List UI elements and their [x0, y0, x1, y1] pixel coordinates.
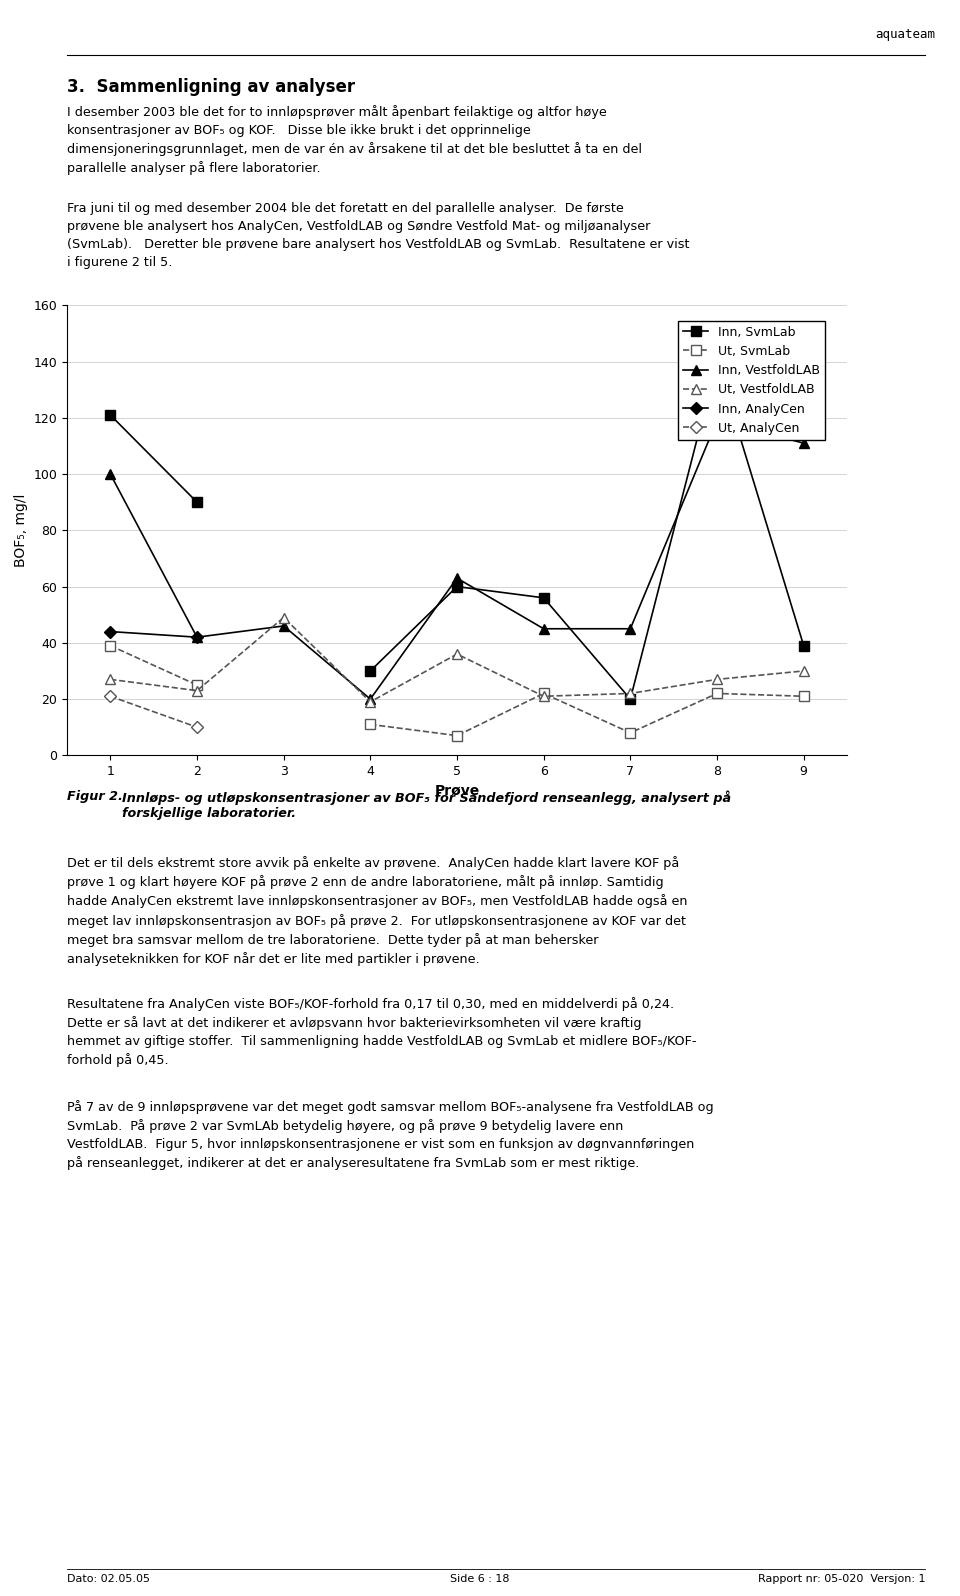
Inn, VestfoldLAB [365, 689, 376, 709]
Line: Inn, AnalyCen: Inn, AnalyCen [107, 627, 202, 642]
Inn, VestfoldLAB [191, 627, 203, 646]
Ut, VestfoldLAB [191, 681, 203, 701]
Ut, SvmLab [191, 675, 203, 694]
Inn, SvmLab [625, 689, 636, 709]
Ut, AnalyCen [105, 686, 116, 705]
Text: Innløps- og utløpskonsentrasjoner av BOF₅ for Sandefjord renseanlegg, analysert : Innløps- og utløpskonsentrasjoner av BOF… [122, 790, 732, 820]
Inn, VestfoldLAB [277, 616, 289, 635]
Ut, VestfoldLAB [711, 670, 723, 689]
Ut, VestfoldLAB [798, 661, 809, 680]
Inn, SvmLab [191, 493, 203, 512]
Ut, VestfoldLAB [365, 693, 376, 712]
Inn, SvmLab [451, 578, 463, 597]
Ut, VestfoldLAB [538, 686, 549, 705]
X-axis label: Prøve: Prøve [434, 784, 480, 798]
Inn, VestfoldLAB [538, 619, 549, 638]
Ut, SvmLab [798, 686, 809, 705]
Ut, VestfoldLAB [451, 645, 463, 664]
Ut, SvmLab [711, 683, 723, 702]
Ut, SvmLab [538, 683, 549, 702]
Line: Ut, SvmLab: Ut, SvmLab [106, 640, 808, 741]
Ut, AnalyCen [191, 718, 203, 737]
Text: På 7 av de 9 innløpsprøvene var det meget godt samsvar mellom BOF₅-analysene fra: På 7 av de 9 innløpsprøvene var det mege… [67, 1100, 713, 1170]
Y-axis label: BOF₅, mg/l: BOF₅, mg/l [13, 493, 28, 567]
Ut, VestfoldLAB [277, 608, 289, 627]
Inn, AnalyCen [191, 627, 203, 646]
Text: 3.  Sammenligning av analyser: 3. Sammenligning av analyser [67, 78, 355, 96]
Inn, VestfoldLAB [625, 619, 636, 638]
Text: Fra juni til og med desember 2004 ble det foretatt en del parallelle analyser.  : Fra juni til og med desember 2004 ble de… [67, 203, 689, 268]
Inn, VestfoldLAB [105, 464, 116, 484]
Ut, SvmLab [105, 637, 116, 656]
Inn, SvmLab [365, 661, 376, 680]
Text: Side 6 : 18: Side 6 : 18 [450, 1574, 510, 1583]
Legend: Inn, SvmLab, Ut, SvmLab, Inn, VestfoldLAB, Ut, VestfoldLAB, Inn, AnalyCen, Ut, A: Inn, SvmLab, Ut, SvmLab, Inn, VestfoldLA… [678, 321, 826, 440]
Inn, VestfoldLAB [798, 434, 809, 453]
Inn, SvmLab [798, 637, 809, 656]
Text: Resultatene fra AnalyCen viste BOF₅/KOF-forhold fra 0,17 til 0,30, med en middel: Resultatene fra AnalyCen viste BOF₅/KOF-… [67, 996, 697, 1066]
Ut, VestfoldLAB [105, 670, 116, 689]
Ut, SvmLab [365, 715, 376, 734]
Text: Det er til dels ekstremt store avvik på enkelte av prøvene.  AnalyCen hadde klar: Det er til dels ekstremt store avvik på … [67, 855, 687, 966]
Inn, AnalyCen [105, 622, 116, 642]
Text: Dato: 02.05.05: Dato: 02.05.05 [67, 1574, 150, 1583]
Inn, SvmLab [538, 589, 549, 608]
Text: I desember 2003 ble det for to innløpsprøver målt åpenbart feilaktige og altfor : I desember 2003 ble det for to innløpspr… [67, 105, 642, 176]
Text: Rapport nr: 05-020  Versjon: 1: Rapport nr: 05-020 Versjon: 1 [757, 1574, 925, 1583]
Ut, SvmLab [625, 723, 636, 742]
Line: Inn, VestfoldLAB: Inn, VestfoldLAB [106, 417, 808, 704]
Text: aquateam: aquateam [875, 29, 935, 41]
Text: Figur 2.: Figur 2. [67, 790, 123, 803]
Inn, VestfoldLAB [711, 412, 723, 431]
Inn, SvmLab [711, 353, 723, 372]
Line: Ut, VestfoldLAB: Ut, VestfoldLAB [106, 613, 808, 707]
Ut, VestfoldLAB [625, 683, 636, 702]
Line: Ut, AnalyCen: Ut, AnalyCen [107, 693, 202, 731]
Inn, VestfoldLAB [451, 568, 463, 587]
Inn, SvmLab [105, 405, 116, 425]
Line: Inn, SvmLab: Inn, SvmLab [106, 358, 808, 704]
Ut, SvmLab [451, 726, 463, 745]
